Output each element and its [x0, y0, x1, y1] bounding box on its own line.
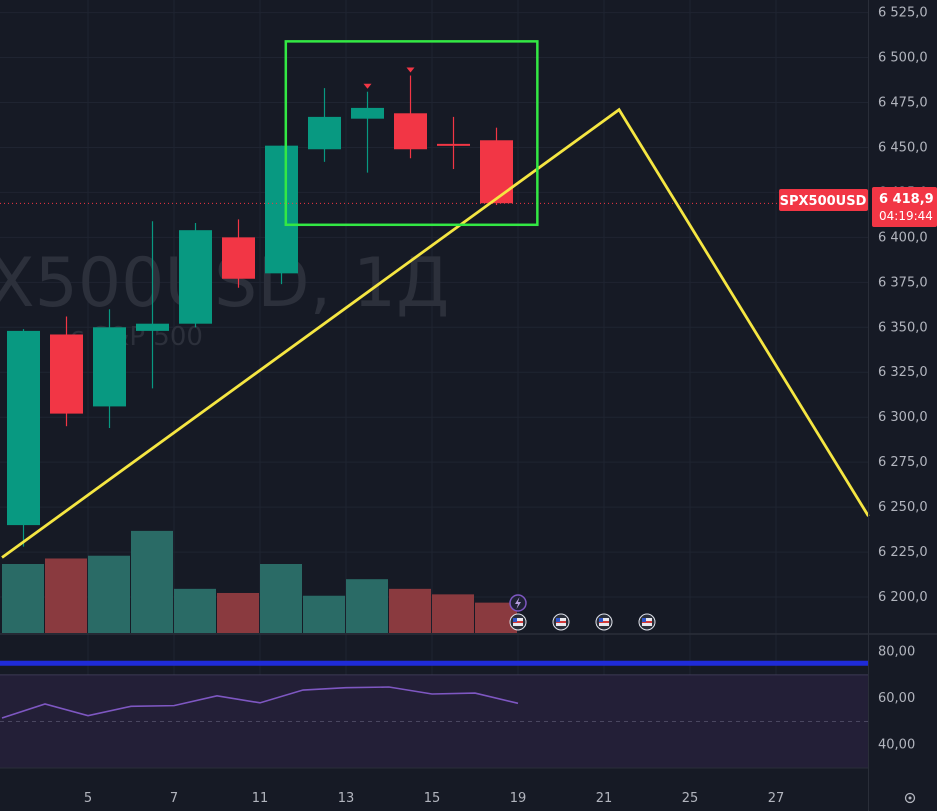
time-tick-label: 13 — [338, 791, 355, 806]
rsi-tick-label: 40,00 — [878, 738, 915, 753]
candle-body — [265, 145, 298, 274]
sell-arrow-icon — [406, 67, 415, 73]
price-tick-label: 6 350,0 — [878, 320, 928, 335]
price-tick-label: 6 325,0 — [878, 365, 928, 380]
rsi-axis[interactable]: 80,00 60,00 40,00 — [878, 645, 915, 753]
settings-icon[interactable] — [904, 792, 916, 804]
rsi-tick-label: 60,00 — [878, 691, 915, 706]
price-badge-countdown: 04:19:44 — [879, 209, 933, 223]
highlight-box[interactable] — [284, 40, 539, 227]
volume-bar — [131, 530, 173, 633]
price-tick-label: 6 525,0 — [878, 6, 928, 21]
candle-body — [136, 323, 169, 331]
time-tick-label: 27 — [768, 791, 785, 806]
candlesticks[interactable] — [7, 75, 513, 547]
price-tick-label: 6 450,0 — [878, 140, 928, 155]
candle[interactable] — [394, 75, 427, 159]
price-tick-label: 6 200,0 — [878, 590, 928, 605]
candle-body — [394, 113, 427, 150]
sell-arrow-icon — [363, 83, 372, 89]
us-flag-icon-stripe — [642, 621, 652, 623]
volume-bar — [475, 602, 517, 633]
candle[interactable] — [136, 221, 169, 389]
price-badge — [872, 187, 937, 227]
price-tick-label: 6 475,0 — [878, 96, 928, 111]
symbol-badge-label: SPX500USD — [780, 194, 867, 209]
price-tick-label: 6 375,0 — [878, 275, 928, 290]
candle[interactable] — [437, 116, 470, 170]
price-tick-label: 6 225,0 — [878, 545, 928, 560]
us-flag-icon[interactable] — [552, 613, 570, 631]
candle[interactable] — [480, 127, 513, 206]
price-tick-label: 6 275,0 — [878, 455, 928, 470]
time-axis[interactable]: 5 7 11 13 15 19 21 25 27 — [84, 791, 784, 806]
candle[interactable] — [222, 219, 255, 288]
rsi-line[interactable] — [1, 686, 519, 719]
candle-body — [480, 140, 513, 204]
candle[interactable] — [50, 316, 83, 427]
volume-bar — [174, 588, 216, 633]
candle-body — [222, 237, 255, 279]
us-flag-icon-stripe — [513, 621, 523, 623]
us-flag-icon[interactable] — [595, 613, 613, 631]
event-markers[interactable] — [363, 67, 656, 631]
rsi-pane — [0, 633, 937, 769]
candle[interactable] — [265, 145, 298, 285]
price-tick-label: 6 500,0 — [878, 51, 928, 66]
us-flag-icon-canton — [556, 618, 560, 622]
us-flag-icon-stripe — [556, 621, 566, 623]
volume-bars — [2, 530, 517, 633]
volume-bar — [217, 592, 259, 633]
time-tick-label: 11 — [252, 791, 269, 806]
trend-line[interactable] — [1, 107, 870, 559]
candle[interactable] — [179, 222, 212, 328]
us-flag-icon-canton — [513, 618, 517, 622]
us-flag-icon[interactable] — [638, 613, 656, 631]
flash-icon[interactable] — [509, 594, 527, 612]
volume-bar — [88, 555, 130, 633]
volume-bar — [2, 564, 44, 633]
volume-bar — [260, 564, 302, 633]
candle[interactable] — [7, 329, 40, 547]
price-tick-label: 6 250,0 — [878, 500, 928, 515]
flash-icon-bolt — [515, 597, 521, 609]
candle-body — [351, 107, 384, 119]
time-tick-label: 15 — [424, 791, 441, 806]
time-tick-label: 25 — [682, 791, 699, 806]
price-axis[interactable]: 6 525,06 500,06 475,06 450,06 425,06 400… — [868, 0, 928, 811]
price-badge-value: 6 418,9 — [879, 192, 934, 207]
candle-body — [93, 327, 126, 407]
candle-body — [437, 143, 470, 146]
us-flag-icon-canton — [599, 618, 603, 622]
volume-bar — [45, 558, 87, 633]
candle-body — [308, 116, 341, 150]
us-flag-icon[interactable] — [509, 613, 527, 631]
volume-bar — [346, 579, 388, 633]
candle-body — [50, 334, 83, 414]
price-tick-label: 6 400,0 — [878, 230, 928, 245]
symbol-badge — [779, 189, 868, 211]
price-tick-label: 6 300,0 — [878, 410, 928, 425]
us-flag-icon-stripe — [599, 621, 609, 623]
time-tick-label: 5 — [84, 791, 92, 806]
price-label: SPX500USD 6 418,9 04:19:44 — [779, 187, 937, 227]
rsi-tick-label: 80,00 — [878, 645, 915, 660]
time-tick-label: 19 — [510, 791, 527, 806]
candle[interactable] — [308, 88, 341, 162]
time-tick-label: 21 — [596, 791, 613, 806]
volume-bar — [303, 595, 345, 633]
candle-body — [7, 330, 40, 526]
candle[interactable] — [93, 309, 126, 428]
us-flag-icon-canton — [642, 618, 646, 622]
volume-bar — [432, 594, 474, 633]
candle[interactable] — [351, 91, 384, 173]
candle-body — [179, 230, 212, 324]
volume-bar — [389, 588, 431, 633]
time-tick-label: 7 — [170, 791, 178, 806]
